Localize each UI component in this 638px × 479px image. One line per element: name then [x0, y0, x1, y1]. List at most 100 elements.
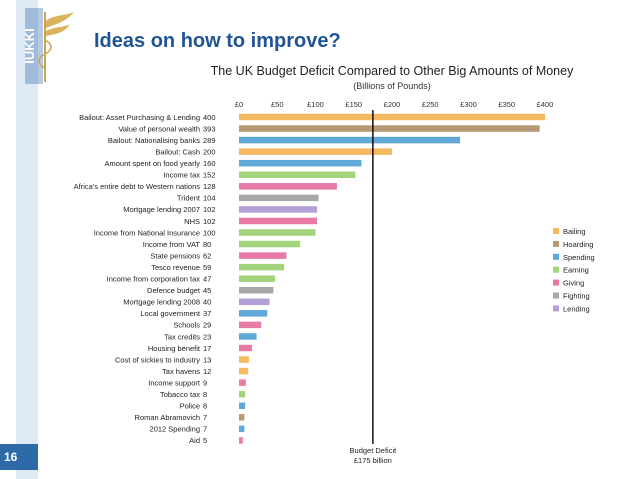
legend-label: Earning: [563, 266, 589, 275]
x-tick-label: £250: [422, 100, 439, 109]
bar-value: 80: [203, 240, 211, 249]
bar: [239, 206, 318, 213]
bar-label: Aid: [189, 436, 200, 445]
bar: [239, 425, 245, 433]
bar-value: 12: [203, 367, 211, 376]
bar-label: Defence budget: [147, 286, 201, 295]
legend-swatch: [553, 279, 559, 286]
bar-value: 100: [203, 228, 216, 237]
chart-title: The UK Budget Deficit Compared to Other …: [211, 64, 574, 78]
bar: [239, 379, 246, 386]
bar: [239, 298, 270, 306]
bar-label: Amount spent on food yearly: [105, 159, 201, 168]
page-number: 16: [0, 444, 38, 470]
bar-label: Bailout: Nationalising banks: [108, 136, 200, 145]
bar: [239, 414, 245, 421]
bar: [239, 171, 356, 178]
bar-label: Tesco revenue: [151, 263, 200, 272]
slide-title: Ideas on how to improve?: [94, 30, 341, 52]
bar-label: Tobacco tax: [160, 390, 200, 399]
bar: [239, 183, 337, 190]
bar: [239, 229, 316, 236]
bar: [239, 263, 285, 271]
legend-label: Lending: [563, 304, 590, 313]
bar: [239, 113, 545, 121]
x-tick-label: £300: [460, 100, 477, 109]
bar-label: NHS: [184, 217, 200, 226]
bar-value: 152: [203, 171, 216, 180]
legend-swatch: [553, 266, 559, 273]
legend-label: Fighting: [563, 292, 590, 301]
legend-swatch: [553, 292, 559, 299]
bar-label: Income from corporation tax: [107, 275, 201, 284]
bar-value: 160: [203, 159, 216, 168]
bar: [239, 367, 249, 375]
bar-label: Income from National Insurance: [94, 228, 200, 237]
bar: [239, 159, 362, 167]
bar-value: 8: [203, 402, 207, 411]
bar-label: Income tax: [163, 171, 200, 180]
bar-label: Trident: [177, 194, 201, 203]
bar: [239, 333, 257, 340]
x-tick-label: £200: [384, 100, 401, 109]
caduceus-logo-icon: IUKKI: [22, 8, 74, 84]
bar-label: Mortgage lending 2008: [123, 298, 200, 307]
bar-value: 13: [203, 355, 211, 364]
svg-text:IUKKI: IUKKI: [22, 28, 37, 63]
bar-label: Cost of sickies to industry: [115, 355, 200, 364]
bar-label: Value of personal wealth: [118, 124, 200, 133]
x-tick-label: £400: [537, 100, 554, 109]
bar: [239, 148, 392, 155]
bar: [239, 437, 243, 444]
reference-line-label: Budget Deficit: [350, 446, 398, 455]
bar-value: 102: [203, 205, 216, 214]
bar: [239, 390, 246, 398]
bar-value: 17: [203, 344, 211, 353]
bar-value: 59: [203, 263, 211, 272]
legend-label: Hoarding: [563, 240, 593, 249]
bar-value: 47: [203, 275, 211, 284]
legend-label: Spending: [563, 253, 595, 262]
bar: [239, 125, 540, 132]
legend-swatch: [553, 305, 559, 312]
bar-value: 5: [203, 436, 207, 445]
bar-value: 29: [203, 321, 211, 330]
bar-value: 7: [203, 413, 207, 422]
bar-label: Police: [180, 402, 200, 411]
bar-label: Bailout: Asset Purchasing & Lending: [79, 113, 200, 122]
x-tick-label: £50: [271, 100, 284, 109]
bar: [239, 136, 461, 144]
legend-swatch: [553, 240, 559, 247]
x-tick-label: £150: [345, 100, 362, 109]
bar-value: 104: [203, 194, 216, 203]
bar: [239, 287, 274, 294]
bar-value: 23: [203, 332, 211, 341]
bar-label: Bailout: Cash: [155, 147, 200, 156]
bar-value: 102: [203, 217, 216, 226]
bar-value: 40: [203, 298, 211, 307]
bar: [239, 310, 268, 317]
bar: [239, 240, 301, 248]
chart-subtitle: (Billions of Pounds): [353, 81, 431, 91]
bar-label: Tax havens: [162, 367, 200, 376]
x-tick-label: £100: [307, 100, 324, 109]
bar-value: 7: [203, 425, 207, 434]
bar-value: 8: [203, 390, 207, 399]
bar-label: 2012 Spending: [150, 425, 200, 434]
bar-value: 45: [203, 286, 211, 295]
legend-label: Bailing: [563, 227, 586, 236]
bar-value: 62: [203, 251, 211, 260]
bar-label: Africa's entire debt to Western nations: [74, 182, 201, 191]
bar-label: Tax credits: [164, 332, 200, 341]
bar: [239, 252, 287, 259]
bar: [239, 344, 253, 352]
bar: [239, 275, 275, 282]
bar: [239, 194, 319, 202]
bar-value: 9: [203, 378, 207, 387]
bar-value: 393: [203, 124, 216, 133]
bar: [239, 321, 262, 329]
bar-label: Mortgage lending 2007: [123, 205, 200, 214]
bar-label: Local government: [140, 309, 201, 318]
x-tick-label: £350: [498, 100, 515, 109]
